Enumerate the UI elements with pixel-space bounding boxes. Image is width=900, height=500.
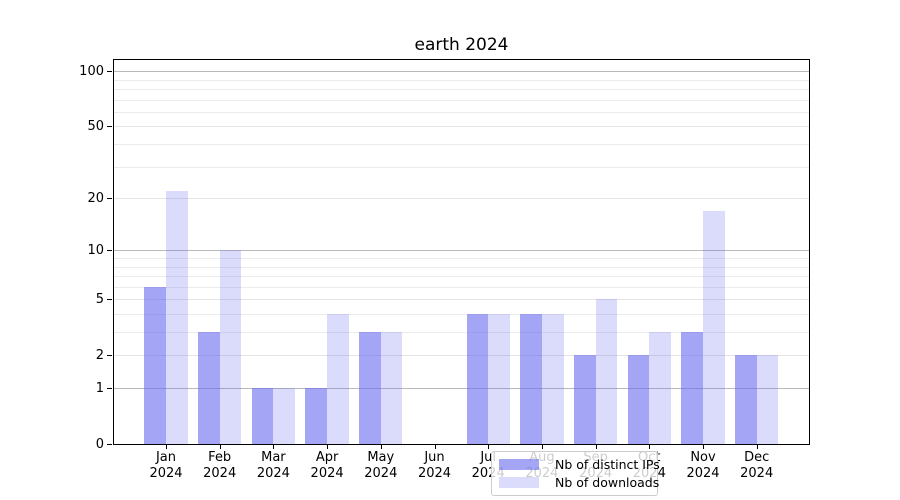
bar-downloads [541, 314, 564, 444]
x-tick-mark [488, 445, 490, 449]
bar-downloads [327, 314, 349, 444]
x-tick-label: Nov 2024 [686, 450, 720, 481]
y-tick-mark [107, 198, 112, 200]
bar-distinct-ips [359, 332, 381, 444]
gridline-minor [114, 286, 809, 288]
x-tick-label: Jan 2024 [149, 450, 183, 481]
y-tick-label: 100 [79, 63, 104, 79]
y-tick-mark [107, 126, 112, 128]
legend-label-distinct-ips: Nb of distinct IPs [555, 456, 660, 472]
gridline-minor [114, 144, 809, 145]
bar-distinct-ips [520, 314, 542, 444]
bar-downloads [273, 388, 296, 444]
bar-distinct-ips [305, 388, 328, 444]
bar-distinct-ips [198, 332, 220, 444]
bar-downloads [166, 190, 188, 444]
x-tick-label: Mar 2024 [256, 450, 290, 481]
gridline-major [114, 250, 809, 252]
bar-downloads [703, 210, 725, 444]
legend-label-downloads: Nb of downloads [555, 475, 660, 491]
gridline-minor [114, 99, 809, 101]
legend-swatch-distinct-ips [499, 458, 539, 470]
x-tick-mark [703, 445, 704, 449]
gridline-minor [114, 276, 809, 277]
y-tick-label: 10 [87, 242, 104, 258]
y-tick-mark [107, 444, 112, 445]
y-tick-label: 5 [95, 291, 104, 307]
x-tick-mark [434, 445, 436, 449]
bar-distinct-ips [573, 355, 596, 444]
bar-distinct-ips [251, 388, 274, 444]
x-tick-mark [166, 445, 167, 449]
y-tick-label: 20 [87, 190, 104, 206]
gridline-minor [114, 258, 809, 259]
gridline-minor [114, 111, 809, 113]
y-tick-label: 2 [95, 347, 104, 363]
x-tick-mark [756, 445, 758, 449]
x-tick-mark [541, 445, 543, 449]
y-tick-mark [107, 250, 112, 252]
bar-downloads [219, 250, 242, 444]
x-tick-label: Feb 2024 [203, 450, 237, 481]
y-tick-mark [107, 71, 112, 73]
x-tick-label: Dec 2024 [740, 450, 774, 481]
x-tick-mark [273, 445, 275, 449]
y-tick-label: 50 [87, 118, 104, 134]
gridline-sub [114, 299, 809, 301]
plot-area: Nb of distinct IPs Nb of downloads [113, 59, 810, 496]
gridline-minor [114, 89, 809, 90]
bar-downloads [488, 314, 510, 444]
gridline-minor [114, 314, 809, 315]
bar-downloads [649, 332, 671, 444]
x-tick-mark [380, 445, 382, 449]
bar-distinct-ips [466, 314, 489, 444]
y-tick-mark [107, 299, 112, 301]
y-tick-label: 1 [95, 380, 104, 396]
bar-distinct-ips [681, 332, 703, 444]
y-tick-mark [107, 355, 112, 357]
gridline-minor [114, 79, 809, 81]
x-tick-label: Apr 2024 [310, 450, 344, 481]
bar-downloads [756, 355, 779, 444]
legend-swatch-downloads [499, 477, 539, 489]
x-tick-mark [649, 445, 651, 449]
legend: Nb of distinct IPs Nb of downloads [491, 451, 660, 496]
gridline-minor [114, 166, 809, 168]
bar-downloads [595, 299, 618, 444]
gridline-minor [114, 266, 809, 268]
x-tick-mark [327, 445, 329, 449]
gridline-minor [114, 332, 809, 333]
bar-downloads [380, 332, 403, 444]
x-tick-label: May 2024 [364, 450, 398, 481]
gridline-sub [114, 355, 809, 357]
bar-distinct-ips [627, 355, 650, 444]
bar-distinct-ips [144, 286, 166, 444]
legend-item-distinct-ips: Nb of distinct IPs [499, 457, 660, 472]
y-tick-mark [107, 388, 112, 389]
legend-item-downloads: Nb of downloads [499, 475, 659, 490]
gridline-sub [114, 198, 809, 200]
x-tick-mark [219, 445, 221, 449]
bar-distinct-ips [735, 355, 757, 444]
y-tick-label: 0 [95, 436, 104, 452]
x-tick-label: Jun 2024 [417, 450, 452, 481]
gridline-sub [114, 126, 809, 128]
x-tick-mark [595, 445, 597, 449]
gridline-major [114, 388, 809, 389]
gridline-major [114, 71, 809, 73]
chart-title: earth 2024 [414, 35, 509, 55]
